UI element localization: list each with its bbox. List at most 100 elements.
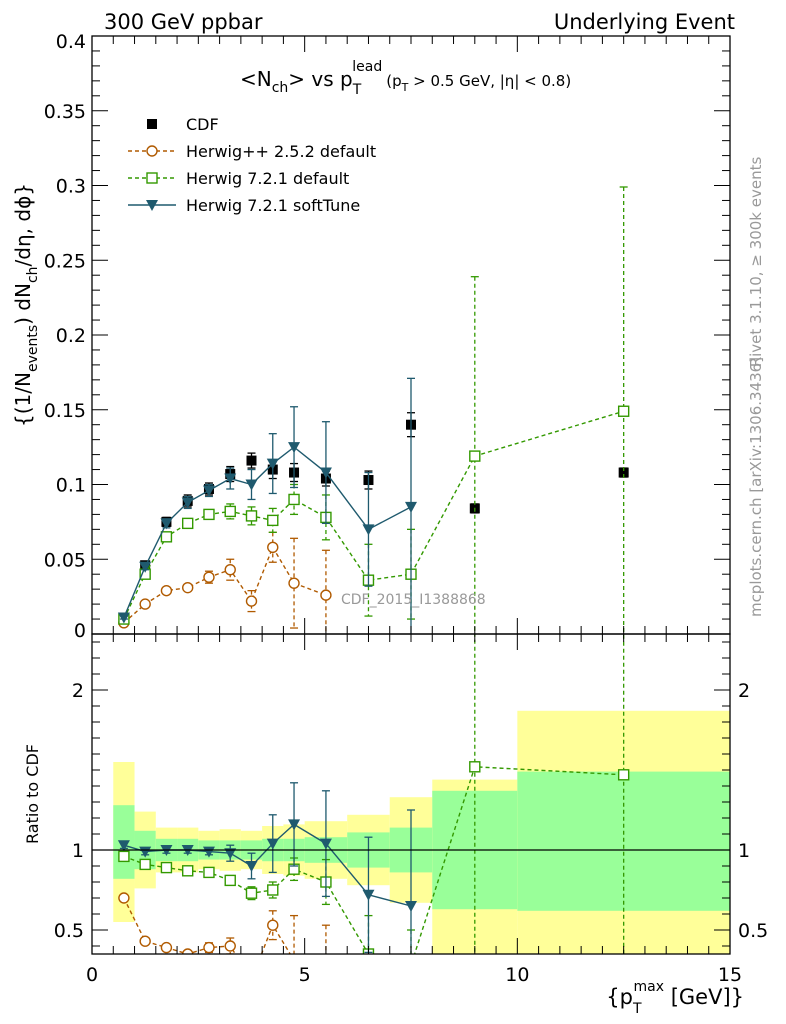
ratio-y-tick-label-right: 2 <box>738 680 750 702</box>
main-herwig-7-2-1-default-point <box>267 514 279 527</box>
main-herwig-2-5-2-default-point <box>224 564 236 576</box>
legend-herwig-7-2-1-softtune-label: Herwig 7.2.1 softTune <box>186 196 360 215</box>
main-herwig-7-2-1-softtune-point <box>139 561 152 573</box>
ratio-y-tick-label-left: 1 <box>72 840 84 862</box>
ratio-herwig-7-2-1-softtune-point <box>117 840 130 852</box>
main-herwig-7-2-1-default-line <box>123 410 624 620</box>
main-herwig-7-2-1-default-point <box>245 510 258 522</box>
x-tick-label: 10 <box>505 964 529 986</box>
legend-herwig-7-2-1-softtune-marker <box>146 200 158 211</box>
legend-herwig-7-2-1-default-label: Herwig 7.2.1 default <box>186 169 349 188</box>
main-herwig-7-2-1-default-point <box>203 508 215 521</box>
main-herwig-7-2-1-softtune-point <box>288 442 301 454</box>
ratio-herwig-7-2-1-softtune-point <box>245 861 258 872</box>
ratio-herwig-7-2-1-softtune-point <box>319 838 332 850</box>
main-y-tick-label: 0 <box>74 620 86 642</box>
ratio-herwig-7-2-1-softtune-point <box>266 838 279 850</box>
ratio-herwig-7-2-1-softtune-point <box>362 889 375 901</box>
main-herwig-2-5-2-default-point <box>203 571 215 583</box>
main-y-tick-label: 0.4 <box>56 31 86 53</box>
main-herwig-7-2-1-softtune-point <box>117 612 130 624</box>
legend-herwig-7-2-1-default-marker <box>146 172 158 184</box>
main-herwig-7-2-1-default-point <box>617 405 630 417</box>
main-herwig-7-2-1-softtune-line <box>123 446 412 618</box>
main-cdf-point <box>618 467 629 478</box>
main-herwig-2-5-2-default-point <box>160 584 173 597</box>
main-herwig-7-2-1-softtune-point <box>266 458 279 470</box>
ratio-herwig-2-5-2-default-point <box>160 941 173 954</box>
ratio-y-tick-label-right: 1 <box>738 840 750 862</box>
main-herwig-7-2-1-softtune-point <box>160 518 173 530</box>
main-herwig-7-2-1-softtune-point <box>405 501 417 513</box>
x-tick-label: 15 <box>718 964 742 986</box>
main-herwig-2-5-2-default-point <box>139 598 151 610</box>
main-herwig-2-5-2-default-point <box>288 577 300 589</box>
main-y-tick-label: 0.25 <box>44 250 86 272</box>
ratio-herwig-7-2-1-default-point <box>267 884 279 896</box>
main-herwig-7-2-1-default-point <box>288 493 300 506</box>
main-herwig-7-2-1-softtune-point <box>202 485 215 497</box>
axis-ticks <box>91 35 731 954</box>
header-left: 300 GeV ppbar <box>104 10 263 34</box>
ratio-herwig-7-2-1-default-point <box>160 861 173 874</box>
main-herwig-7-2-1-default-point <box>224 505 236 518</box>
ratio-herwig-2-5-2-default-line <box>123 897 291 954</box>
main-herwig-2-5-2-default-point <box>245 595 258 607</box>
ratio-y-tick-label-left: 0.5 <box>54 920 84 942</box>
legend: CDF Herwig++ 2.5.2 default Herwig 7.2.1 de… <box>128 115 376 215</box>
x-tick-label: 0 <box>86 964 98 986</box>
main-herwig-7-2-1-default-point <box>160 531 173 543</box>
ratio-herwig-7-2-1-softtune-point <box>288 819 301 831</box>
main-herwig-7-2-1-softtune-point <box>245 479 258 491</box>
main-y-tick-label: 0.35 <box>44 101 86 123</box>
main-y-tick-label: 0.2 <box>56 325 86 347</box>
ratio-herwig-2-5-2-default-point <box>247 975 257 985</box>
ratio-herwig-2-5-2-default-point <box>224 940 236 952</box>
main-herwig-7-2-1-default-point <box>181 517 194 530</box>
main-herwig-2-5-2-default-point <box>267 541 279 553</box>
main-herwig-7-2-1-softtune-point <box>319 467 332 479</box>
ratio-herwig-7-2-1-default-point <box>139 858 151 871</box>
ratio-y-tick-label-left: 2 <box>72 680 84 702</box>
ratio-herwig-2-5-2-default-point <box>321 965 331 975</box>
analysis-label: CDF_2015_I1388868 <box>341 592 486 608</box>
main-herwig-7-2-1-softtune-point <box>362 524 375 536</box>
main-herwig-7-2-1-softtune-point <box>224 473 237 485</box>
ratio-herwig-2-5-2-default-point <box>139 935 151 947</box>
mcplots-source-label: mcplots.cern.ch [arXiv:1306.3436] <box>747 357 765 617</box>
x-axis-label: {pTmax [GeV]} <box>606 979 744 1017</box>
main-herwig-2-5-2-default-point <box>181 581 194 594</box>
main-plot-series <box>117 186 630 634</box>
main-cdf-point <box>246 455 257 466</box>
rivet-version-label: Rivet 3.1.10, ≥ 300k events <box>747 157 765 368</box>
ratio-herwig-7-2-1-default-point <box>245 887 258 899</box>
x-tick-label: 5 <box>299 964 311 986</box>
ratio-herwig-7-2-1-softtune-point <box>405 901 417 912</box>
ratio-herwig-2-5-2-default-point <box>203 941 215 954</box>
main-y-axis-label: {(1/Nevents) dNch/dη, dϕ} <box>11 183 41 427</box>
main-herwig-7-2-1-default-point <box>469 450 481 462</box>
ratio-herwig-2-5-2-default-point <box>267 919 279 931</box>
legend-herwig-2-5-2-default-marker <box>146 145 158 157</box>
ratio-herwig-7-2-1-default-point <box>224 874 236 887</box>
ratio-herwig-7-2-1-softtune-point <box>224 848 237 860</box>
legend-cdf-marker <box>147 119 157 129</box>
legend-herwig-2-5-2-default-label: Herwig++ 2.5.2 default <box>186 142 376 161</box>
main-herwig-2-5-2-default-point <box>320 589 332 601</box>
ratio-herwig-7-2-1-default-point <box>617 769 630 781</box>
ratio-uncertainty-bands <box>113 710 730 954</box>
ratio-herwig-7-2-1-default-point <box>118 850 130 863</box>
ratio-herwig-7-2-1-default-point <box>469 761 481 773</box>
ratio-herwig-2-5-2-default-point <box>182 948 194 954</box>
header-right: Underlying Event <box>554 10 735 34</box>
ratio-herwig-7-2-1-default-point <box>181 865 194 877</box>
axis-tick-labels: 0 5 10 15 0 0.05 0.1 0.15 0.2 0.25 0.3 0.35 0.4 0.5 0.… <box>44 31 769 986</box>
main-y-tick-label: 0.15 <box>44 400 86 422</box>
ratio-y-tick-label-right: 0.5 <box>738 920 768 942</box>
ratio-herwig-7-2-1-default-point <box>406 960 416 970</box>
ratio-y-axis-label: Ratio to CDF <box>23 744 42 844</box>
main-y-tick-label: 0.1 <box>56 475 86 497</box>
main-y-tick-label: 0.3 <box>56 176 86 198</box>
legend-cdf-label: CDF <box>186 115 219 134</box>
ratio-herwig-2-5-2-default-point <box>289 955 299 965</box>
